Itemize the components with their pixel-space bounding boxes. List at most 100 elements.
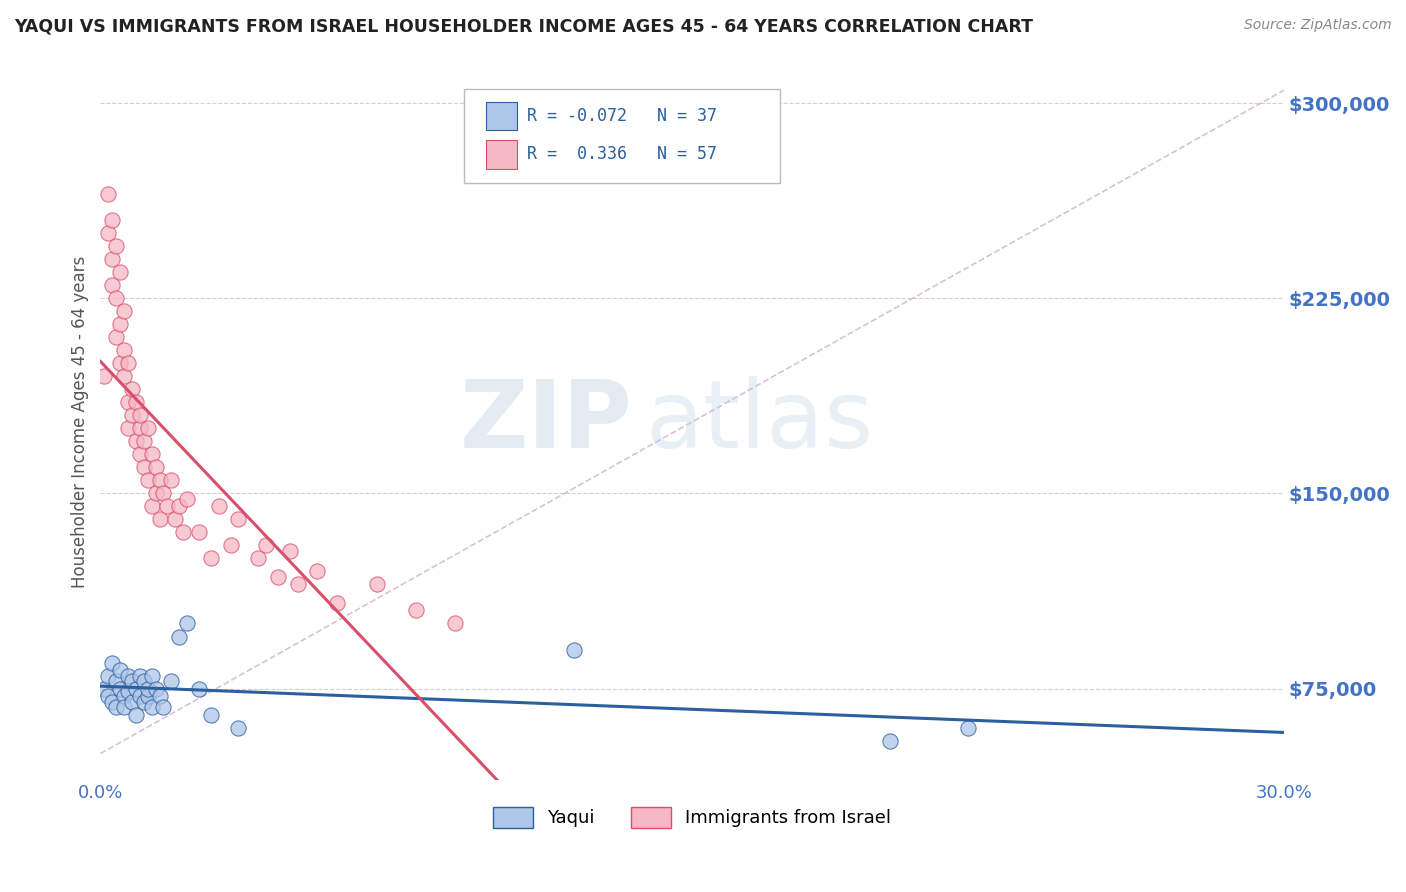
- Point: [160, 474, 183, 488]
- Point: [105, 291, 128, 305]
- Point: [105, 673, 128, 688]
- Legend: Yaqui, Immigrants from Israel: Yaqui, Immigrants from Israel: [486, 800, 898, 835]
- Point: [128, 690, 150, 704]
- Point: [132, 673, 155, 688]
- Point: [208, 500, 231, 514]
- Point: [121, 694, 143, 708]
- Point: [136, 421, 159, 435]
- Point: [101, 252, 124, 267]
- Point: [444, 616, 467, 631]
- Point: [267, 569, 290, 583]
- Point: [278, 543, 301, 558]
- Point: [188, 681, 211, 696]
- Point: [117, 421, 139, 435]
- Point: [101, 213, 124, 227]
- Point: [148, 474, 170, 488]
- Point: [128, 421, 150, 435]
- Point: [125, 681, 148, 696]
- Point: [160, 673, 183, 688]
- Point: [287, 577, 309, 591]
- Point: [117, 356, 139, 370]
- Point: [136, 474, 159, 488]
- Point: [405, 603, 427, 617]
- Point: [105, 239, 128, 253]
- Point: [228, 512, 250, 526]
- Text: YAQUI VS IMMIGRANTS FROM ISRAEL HOUSEHOLDER INCOME AGES 45 - 64 YEARS CORRELATIO: YAQUI VS IMMIGRANTS FROM ISRAEL HOUSEHOL…: [14, 18, 1033, 36]
- Text: ZIP: ZIP: [460, 376, 633, 467]
- Point: [101, 694, 124, 708]
- Point: [562, 642, 585, 657]
- Point: [112, 690, 135, 704]
- Point: [148, 690, 170, 704]
- Point: [117, 684, 139, 698]
- Point: [152, 486, 174, 500]
- Point: [366, 577, 388, 591]
- Point: [97, 668, 120, 682]
- Point: [136, 681, 159, 696]
- Point: [112, 304, 135, 318]
- Point: [172, 525, 194, 540]
- Point: [169, 630, 191, 644]
- Point: [145, 486, 167, 500]
- Point: [112, 369, 135, 384]
- Text: R =  0.336   N = 57: R = 0.336 N = 57: [527, 145, 717, 163]
- Point: [141, 447, 163, 461]
- Point: [228, 721, 250, 735]
- Point: [200, 707, 222, 722]
- Point: [879, 733, 901, 747]
- Text: R = -0.072   N = 37: R = -0.072 N = 37: [527, 107, 717, 125]
- Point: [152, 699, 174, 714]
- Point: [93, 369, 115, 384]
- Point: [188, 525, 211, 540]
- Point: [141, 668, 163, 682]
- Point: [108, 681, 131, 696]
- Text: atlas: atlas: [645, 376, 873, 467]
- Point: [125, 395, 148, 409]
- Point: [121, 409, 143, 423]
- Point: [125, 707, 148, 722]
- Point: [128, 447, 150, 461]
- Point: [128, 668, 150, 682]
- Point: [169, 500, 191, 514]
- Point: [200, 551, 222, 566]
- Point: [97, 187, 120, 202]
- Point: [117, 395, 139, 409]
- Point: [145, 460, 167, 475]
- Point: [108, 356, 131, 370]
- Point: [101, 278, 124, 293]
- Point: [136, 690, 159, 704]
- Point: [219, 538, 242, 552]
- Point: [97, 690, 120, 704]
- Point: [141, 699, 163, 714]
- Point: [326, 596, 349, 610]
- Point: [105, 330, 128, 344]
- Point: [121, 673, 143, 688]
- Point: [101, 656, 124, 670]
- Point: [957, 721, 980, 735]
- Text: Source: ZipAtlas.com: Source: ZipAtlas.com: [1244, 18, 1392, 32]
- Point: [112, 343, 135, 358]
- Point: [97, 226, 120, 240]
- Point: [254, 538, 277, 552]
- Point: [117, 668, 139, 682]
- Point: [121, 382, 143, 396]
- Point: [128, 409, 150, 423]
- Point: [132, 434, 155, 449]
- Point: [108, 265, 131, 279]
- Point: [247, 551, 270, 566]
- Point: [156, 500, 179, 514]
- Point: [145, 681, 167, 696]
- Point: [176, 491, 198, 506]
- Point: [307, 565, 329, 579]
- Point: [165, 512, 187, 526]
- Point: [176, 616, 198, 631]
- Point: [112, 699, 135, 714]
- Point: [93, 681, 115, 696]
- Point: [141, 500, 163, 514]
- Point: [125, 434, 148, 449]
- Point: [132, 694, 155, 708]
- Point: [105, 699, 128, 714]
- Point: [148, 512, 170, 526]
- Point: [132, 460, 155, 475]
- Point: [108, 663, 131, 677]
